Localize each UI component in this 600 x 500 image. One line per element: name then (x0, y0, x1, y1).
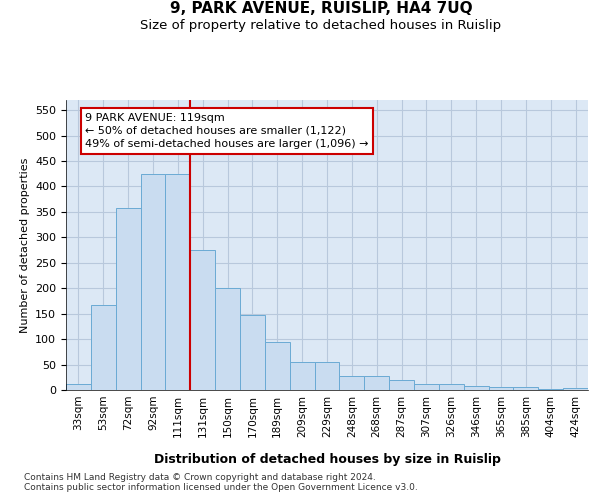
Bar (514, 388, 538, 390)
Bar (563, 388, 588, 390)
Bar (215, 288, 240, 390)
Bar (240, 314, 265, 390)
Bar (314, 362, 340, 390)
Text: Distribution of detached houses by size in Ruislip: Distribution of detached houses by size … (154, 452, 500, 466)
Bar (290, 362, 314, 390)
Bar (166, 174, 190, 390)
Bar (439, 384, 464, 390)
Bar (91, 304, 116, 390)
Bar (464, 386, 488, 390)
Text: Size of property relative to detached houses in Ruislip: Size of property relative to detached ho… (140, 18, 502, 32)
Y-axis label: Number of detached properties: Number of detached properties (20, 158, 29, 332)
Text: 9, PARK AVENUE, RUISLIP, HA4 7UQ: 9, PARK AVENUE, RUISLIP, HA4 7UQ (170, 1, 472, 16)
Bar (66, 384, 91, 390)
Text: Contains HM Land Registry data © Crown copyright and database right 2024.
Contai: Contains HM Land Registry data © Crown c… (24, 472, 418, 492)
Bar (340, 376, 364, 390)
Bar (488, 388, 514, 390)
Bar (190, 250, 215, 390)
Text: 9 PARK AVENUE: 119sqm
← 50% of detached houses are smaller (1,122)
49% of semi-d: 9 PARK AVENUE: 119sqm ← 50% of detached … (85, 112, 369, 149)
Bar (265, 342, 290, 390)
Bar (414, 384, 439, 390)
Bar (538, 389, 563, 390)
Bar (389, 380, 414, 390)
Bar (364, 376, 389, 390)
Bar (140, 174, 166, 390)
Bar (116, 208, 140, 390)
